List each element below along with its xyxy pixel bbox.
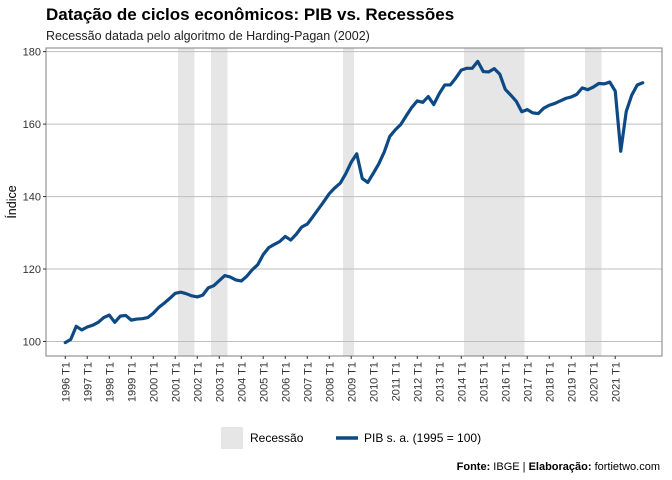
x-tick-label-2016-T1: 2016 T1 (500, 362, 512, 402)
x-tick-label-2013-T1: 2013 T1 (434, 362, 446, 402)
legend-gdp-label: PIB s. a. (1995 = 100) (364, 431, 481, 445)
caption-source-value: IBGE | (490, 461, 529, 473)
y-tick-label-120: 120 (23, 264, 41, 276)
x-tick-label-2018-T1: 2018 T1 (544, 362, 556, 402)
caption-author-label: Elaboração: (528, 461, 592, 473)
x-tick-label-2017-T1: 2017 T1 (522, 362, 534, 402)
x-tick-label-2005-T1: 2005 T1 (258, 362, 270, 402)
legend-recession-label: Recessão (250, 431, 304, 445)
x-tick-label-2001-T1: 2001 T1 (170, 362, 182, 402)
x-tick-label-2012-T1: 2012 T1 (412, 362, 424, 402)
chart-subtitle: Recessão datada pelo algoritmo de Hardin… (46, 29, 370, 43)
chart-caption: Fonte: IBGE | Elaboração: fortietwo.com (457, 461, 660, 473)
chart-legend: Recessão PIB s. a. (1995 = 100) (221, 427, 481, 449)
x-tick-label-2004-T1: 2004 T1 (236, 362, 248, 402)
x-tick-label-2021-T1: 2021 T1 (610, 362, 622, 402)
y-tick-label-160: 160 (23, 119, 41, 131)
y-tick-label-140: 140 (23, 192, 41, 204)
x-tick-label-2010-T1: 2010 T1 (368, 362, 380, 402)
caption-source-label: Fonte: (456, 461, 491, 473)
x-tick-label-2007-T1: 2007 T1 (302, 362, 314, 402)
legend-recession-swatch (221, 427, 243, 449)
x-tick-label-2003-T1: 2003 T1 (214, 362, 226, 402)
chart-title: Datação de ciclos econômicos: PIB vs. Re… (46, 5, 455, 24)
recession-band-1 (178, 48, 195, 356)
x-tick-label-2011-T1: 2011 T1 (390, 362, 402, 401)
series-line-gdp (63, 59, 645, 345)
y-tick-label-180: 180 (23, 47, 41, 59)
recession-band-4 (464, 48, 525, 356)
recession-band-2 (211, 48, 228, 356)
x-tick-label-2006-T1: 2006 T1 (280, 362, 292, 402)
x-tick-label-2000-T1: 2000 T1 (148, 362, 160, 402)
x-tick-label-1997-T1: 1997 T1 (82, 362, 94, 402)
recession-band-5 (585, 48, 602, 356)
x-tick-label-2019-T1: 2019 T1 (566, 362, 578, 402)
recession-band-3 (343, 48, 354, 356)
x-tick-label-2014-T1: 2014 T1 (456, 362, 468, 402)
y-tick-label-100: 100 (23, 337, 41, 349)
x-tick-label-1998-T1: 1998 T1 (104, 362, 116, 402)
x-tick-label-2009-T1: 2009 T1 (346, 362, 358, 402)
plot-frame (45, 47, 663, 357)
x-tick-label-2020-T1: 2020 T1 (588, 362, 600, 402)
x-tick-label-2015-T1: 2015 T1 (478, 362, 490, 402)
x-tick-label-2002-T1: 2002 T1 (192, 362, 204, 402)
x-tick-label-1996-T1: 1996 T1 (60, 362, 72, 402)
caption-author-value: fortietwo.com (591, 461, 660, 473)
x-tick-label-1999-T1: 1999 T1 (126, 362, 138, 402)
x-tick-label-2008-T1: 2008 T1 (324, 362, 336, 402)
y-axis-title: Índice (4, 185, 19, 218)
